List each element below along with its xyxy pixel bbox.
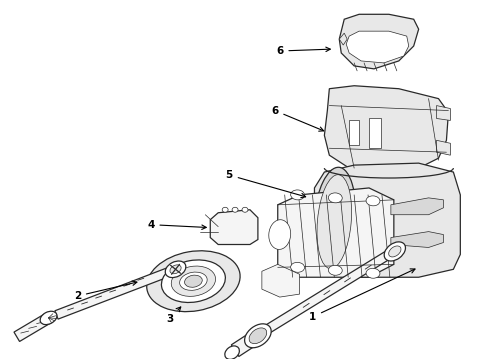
Ellipse shape (317, 175, 352, 269)
Polygon shape (349, 121, 359, 145)
Ellipse shape (245, 324, 271, 348)
Polygon shape (262, 264, 299, 297)
Ellipse shape (242, 207, 248, 212)
Polygon shape (391, 198, 443, 215)
Text: 3: 3 (166, 307, 181, 324)
Ellipse shape (366, 268, 380, 278)
Ellipse shape (249, 328, 267, 344)
Ellipse shape (389, 246, 401, 257)
Ellipse shape (328, 193, 342, 203)
Ellipse shape (313, 167, 356, 276)
Polygon shape (437, 140, 450, 155)
Text: 4: 4 (147, 220, 206, 230)
Polygon shape (14, 313, 51, 342)
Polygon shape (210, 210, 258, 244)
Polygon shape (55, 267, 172, 319)
Text: 6: 6 (271, 105, 324, 131)
Polygon shape (315, 163, 460, 277)
Polygon shape (339, 14, 418, 69)
Polygon shape (346, 31, 409, 63)
Polygon shape (324, 86, 448, 172)
Ellipse shape (161, 260, 225, 302)
Ellipse shape (291, 190, 304, 200)
Ellipse shape (222, 207, 228, 212)
Polygon shape (263, 251, 391, 335)
Ellipse shape (328, 265, 342, 275)
Polygon shape (339, 33, 347, 45)
Ellipse shape (40, 311, 57, 325)
Ellipse shape (384, 242, 406, 261)
Ellipse shape (180, 272, 207, 290)
Text: 6: 6 (276, 46, 330, 56)
Ellipse shape (147, 251, 240, 312)
Ellipse shape (269, 220, 291, 249)
Ellipse shape (366, 196, 380, 206)
Text: 5: 5 (225, 170, 306, 198)
Ellipse shape (172, 266, 216, 296)
Ellipse shape (185, 275, 202, 287)
Ellipse shape (291, 262, 304, 272)
Polygon shape (278, 188, 394, 277)
Polygon shape (369, 118, 381, 148)
Ellipse shape (165, 261, 186, 278)
Polygon shape (391, 231, 443, 247)
Polygon shape (231, 330, 262, 356)
Text: 2: 2 (74, 281, 137, 301)
Ellipse shape (170, 265, 181, 274)
Text: 1: 1 (309, 269, 415, 322)
Ellipse shape (232, 207, 238, 212)
Polygon shape (437, 105, 450, 121)
Ellipse shape (225, 346, 240, 359)
